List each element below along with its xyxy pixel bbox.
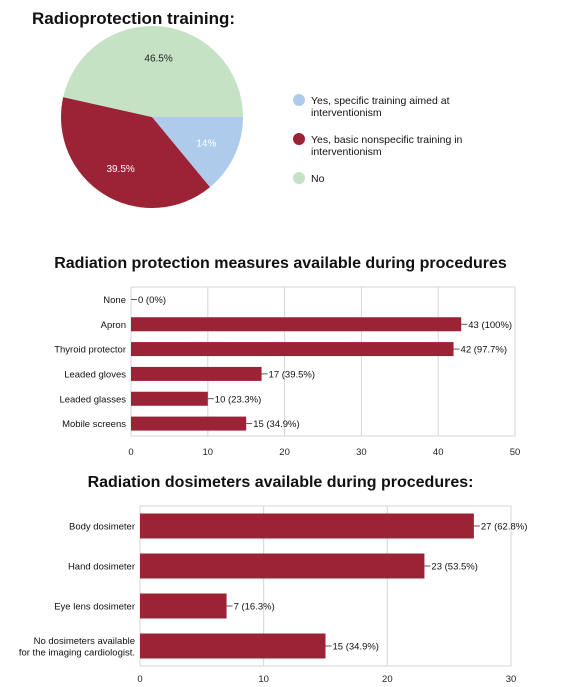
category-label: Hand dosimeter — [68, 562, 135, 573]
pie-slice-label: 14% — [196, 139, 216, 150]
category-label: Leaded gloves — [64, 369, 126, 380]
data-label: 7 (16.3%) — [234, 602, 275, 613]
category-label: for the imaging cardiologist. — [19, 648, 135, 659]
data-label: 27 (62.8%) — [481, 522, 527, 533]
category-label: Body dosimeter — [69, 522, 135, 533]
category-label: Mobile screens — [62, 419, 126, 430]
legend-label: interventionism — [311, 146, 382, 158]
pie-chart-title: Radioprotection training: — [32, 9, 236, 28]
bar — [140, 633, 326, 659]
dosimeter-chart-title: Radiation dosimeters available during pr… — [87, 474, 474, 491]
x-tick-label: 10 — [203, 447, 214, 458]
x-tick-label: 0 — [128, 447, 133, 458]
legend-swatch — [293, 172, 305, 184]
legend-swatch — [293, 133, 305, 145]
x-tick-label: 30 — [506, 674, 517, 685]
category-label: Thyroid protector — [54, 345, 126, 356]
category-label: Eye lens dosimeter — [54, 602, 135, 613]
legend-label: Yes, specific training aimed at — [311, 95, 450, 107]
bar — [131, 416, 247, 431]
category-label: Leaded glasses — [59, 394, 126, 405]
pie-slice-label: 46.5% — [144, 53, 172, 64]
x-tick-label: 0 — [137, 674, 142, 685]
pie-slice-label: 39.5% — [106, 164, 134, 175]
pie-slice — [152, 117, 243, 188]
x-tick-label: 30 — [356, 447, 367, 458]
x-tick-label: 40 — [433, 447, 444, 458]
x-tick-label: 20 — [279, 447, 290, 458]
data-label: 17 (39.5%) — [269, 369, 315, 380]
protection-bar-chart: 0 10 20 30 40 50 None 0 (0%) Apron 43 (100%) Thyro… — [54, 286, 521, 458]
x-tick-label: 50 — [510, 447, 521, 458]
data-label: 15 (34.9%) — [333, 642, 379, 653]
x-tick-label: 10 — [258, 674, 269, 685]
legend-swatch — [293, 94, 305, 106]
bar — [131, 391, 208, 406]
bar — [131, 366, 262, 381]
data-label: 43 (100%) — [468, 320, 512, 331]
bar — [140, 513, 474, 539]
dosimeter-bar-chart: 0 10 20 30 Body dosimeter 27 (62.8%) Hand dosi… — [19, 505, 527, 685]
x-tick-label: 20 — [382, 674, 393, 685]
data-label: 15 (34.9%) — [253, 419, 299, 430]
legend-label: Yes, basic nonspecific training in — [311, 134, 463, 146]
data-label: 0 (0%) — [138, 295, 166, 306]
pie-slice — [61, 97, 211, 208]
category-label: None — [103, 295, 126, 306]
data-label: 23 (53.5%) — [431, 562, 477, 573]
data-label: 10 (23.3%) — [215, 394, 261, 405]
training-pie-chart: 14% 39.5% 46.5% Yes, specific training aime… — [61, 25, 463, 208]
legend-label: interventionism — [311, 107, 382, 119]
category-label: Apron — [101, 320, 126, 331]
data-label: 42 (97.7%) — [461, 345, 507, 356]
protection-chart-title: Radiation protection measures available … — [54, 255, 507, 272]
bar — [140, 553, 425, 579]
legend-label: No — [311, 173, 325, 185]
category-label: No dosimeters available — [34, 636, 135, 647]
bar — [131, 342, 454, 357]
bar — [131, 317, 462, 332]
pie-slice — [63, 25, 244, 117]
bar — [140, 593, 227, 619]
